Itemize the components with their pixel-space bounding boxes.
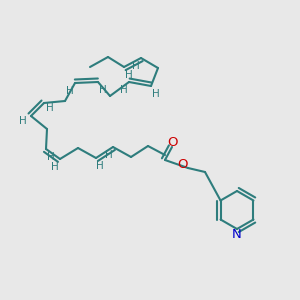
- Text: H: H: [96, 161, 104, 171]
- Text: H: H: [46, 103, 54, 113]
- Text: O: O: [178, 158, 188, 170]
- Text: H: H: [152, 89, 160, 99]
- Text: H: H: [99, 85, 107, 95]
- Text: H: H: [120, 85, 128, 95]
- Text: H: H: [47, 152, 55, 162]
- Text: O: O: [168, 136, 178, 148]
- Text: H: H: [125, 70, 133, 80]
- Text: H: H: [132, 61, 140, 71]
- Text: H: H: [105, 150, 113, 160]
- Text: H: H: [66, 86, 74, 96]
- Text: H: H: [19, 116, 27, 126]
- Text: H: H: [51, 162, 59, 172]
- Text: N: N: [232, 229, 242, 242]
